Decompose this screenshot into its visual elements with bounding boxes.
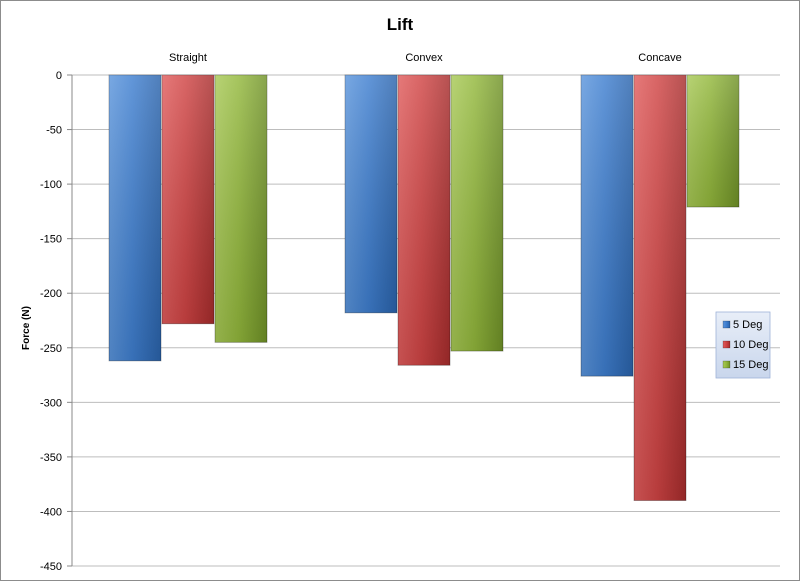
bar-shade <box>687 75 739 208</box>
y-axis-ticks: 0 -50 -100 -150 -200 -250 -300 -350 -400 -450 <box>40 70 62 573</box>
y-axis-label: Force (N) <box>21 306 32 350</box>
chart-title: Lift <box>387 15 414 34</box>
bar-shade <box>215 75 267 343</box>
legend-swatch <box>722 320 731 329</box>
legend-label: 10 Deg <box>733 339 768 351</box>
category-label: Straight <box>169 52 207 64</box>
y-tick-label: -400 <box>40 506 62 518</box>
bar-shade <box>581 75 633 377</box>
category-labels: Straight Convex Concave <box>169 52 682 64</box>
legend-swatch <box>722 360 731 369</box>
y-tick-label: -300 <box>40 397 62 409</box>
y-tick-label: -250 <box>40 343 62 355</box>
y-tick-label: -450 <box>40 561 62 573</box>
legend-swatch <box>722 340 731 349</box>
bars <box>108 74 740 501</box>
bar-shade <box>634 75 686 501</box>
category-label: Concave <box>638 52 681 64</box>
y-tick-label: -100 <box>40 179 62 191</box>
bar-shade <box>109 75 161 361</box>
y-tick-label: -150 <box>40 234 62 246</box>
legend-label: 5 Deg <box>733 319 762 331</box>
axes <box>67 74 73 567</box>
bar-shade <box>345 75 397 313</box>
bar-shade <box>398 75 450 366</box>
bar-shade <box>162 75 214 324</box>
y-tick-label: -200 <box>40 288 62 300</box>
y-tick-label: -50 <box>46 125 62 137</box>
bar-shade <box>451 75 503 352</box>
category-label: Convex <box>405 52 443 64</box>
legend: 5 Deg 10 Deg 15 Deg <box>715 311 771 379</box>
y-tick-label: -350 <box>40 452 62 464</box>
y-tick-label: 0 <box>56 70 62 82</box>
legend-label: 15 Deg <box>733 359 768 371</box>
